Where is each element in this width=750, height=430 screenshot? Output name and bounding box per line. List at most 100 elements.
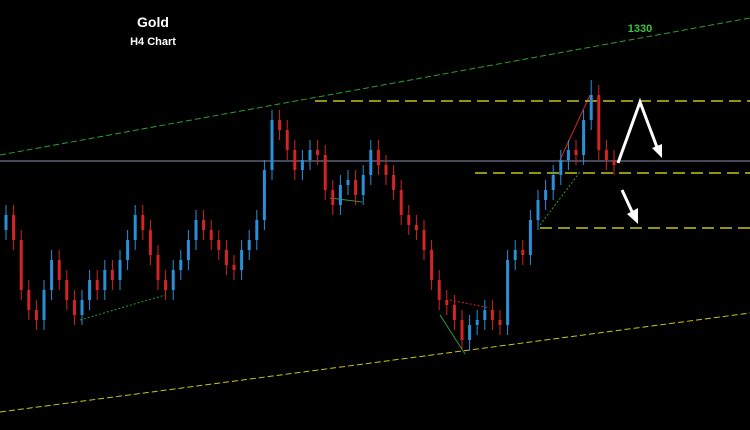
candle-body [126, 240, 130, 260]
candle-body [148, 230, 152, 255]
pattern-line [559, 94, 591, 161]
candle-body [346, 180, 350, 185]
candle-body [247, 240, 251, 250]
candle-body [224, 250, 228, 265]
candle-body [407, 215, 411, 225]
candle-body [255, 220, 259, 240]
arrow-head [652, 144, 662, 158]
candle-body [300, 160, 304, 170]
candle-body [262, 170, 266, 220]
candle-body [544, 190, 548, 200]
pattern-line [79, 294, 166, 321]
candle-body [612, 160, 616, 165]
upper-channel [0, 17, 750, 156]
candle-body [164, 280, 168, 290]
projection-arrow [616, 97, 660, 164]
pattern-line [449, 299, 491, 309]
candle-body [186, 240, 190, 260]
candle-body [589, 95, 593, 120]
candle-body [354, 180, 358, 195]
candle-body [490, 310, 494, 320]
annotation: 1330 [628, 23, 652, 35]
candle-body [179, 260, 183, 270]
candle-body [209, 230, 213, 240]
candle-body [528, 220, 532, 255]
candle-body [399, 190, 403, 215]
pattern-line [539, 171, 581, 226]
candle-body [597, 95, 601, 150]
candle-body [194, 220, 198, 240]
candle-body [308, 150, 312, 160]
candle-body [72, 300, 76, 315]
candle-body [34, 310, 38, 320]
candles [4, 80, 616, 350]
candle-body [582, 120, 586, 155]
candle-body [42, 290, 46, 320]
candle-body [65, 280, 69, 300]
candle-body [316, 150, 320, 155]
candle-body [270, 120, 274, 170]
candle-body [110, 270, 114, 280]
candle-body [95, 280, 99, 290]
candle-body [118, 260, 122, 280]
candle-body [278, 120, 282, 130]
arrow-head [627, 208, 638, 224]
pattern-line [439, 314, 466, 355]
candle-body [536, 200, 540, 220]
candle-body [468, 325, 472, 340]
candle-body [19, 240, 23, 290]
candle-body [498, 320, 502, 325]
candle-body [27, 290, 31, 310]
candle-body [369, 150, 373, 175]
candle-body [133, 215, 137, 240]
candle-body [437, 280, 441, 300]
candle-body [513, 250, 517, 260]
candle-body [384, 165, 388, 175]
candle-body [57, 260, 61, 280]
candle-body [392, 175, 396, 190]
candle-body [566, 150, 570, 160]
chart-subtitle: H4 Chart [130, 36, 176, 48]
levels [0, 100, 750, 229]
lower-channel [0, 312, 750, 413]
candle-body [475, 320, 479, 325]
candle-body [574, 150, 578, 155]
candle-body [80, 300, 84, 315]
candle-body [217, 240, 221, 250]
candle-body [88, 280, 92, 300]
candle-body [156, 255, 160, 280]
candle-body [452, 305, 456, 320]
candle-body [414, 225, 418, 230]
candle-body [506, 260, 510, 325]
pattern-line [329, 197, 363, 203]
candle-body [521, 250, 525, 255]
candle-body [422, 230, 426, 250]
chart-title: Gold [137, 14, 169, 30]
candle-body [338, 185, 342, 205]
candle-body [202, 220, 206, 230]
candle-body [551, 175, 555, 190]
candle-body [12, 215, 16, 240]
candle-body [331, 190, 335, 205]
candle-body [103, 270, 107, 290]
candle-body [483, 310, 487, 320]
candle-body [376, 150, 380, 165]
candle-body [4, 215, 8, 230]
candle-body [604, 150, 608, 160]
candle-body [285, 130, 289, 150]
candle-body [460, 320, 464, 340]
candle-body [430, 250, 434, 280]
candle-body [232, 265, 236, 270]
candle-body [361, 175, 365, 195]
candle-body [240, 250, 244, 270]
candle-body [323, 155, 327, 190]
candle-body [171, 270, 175, 290]
candle-body [293, 150, 297, 170]
candle-body [559, 160, 563, 175]
candle-body [445, 300, 449, 305]
candle-body [141, 215, 145, 230]
candle-body [50, 260, 54, 290]
